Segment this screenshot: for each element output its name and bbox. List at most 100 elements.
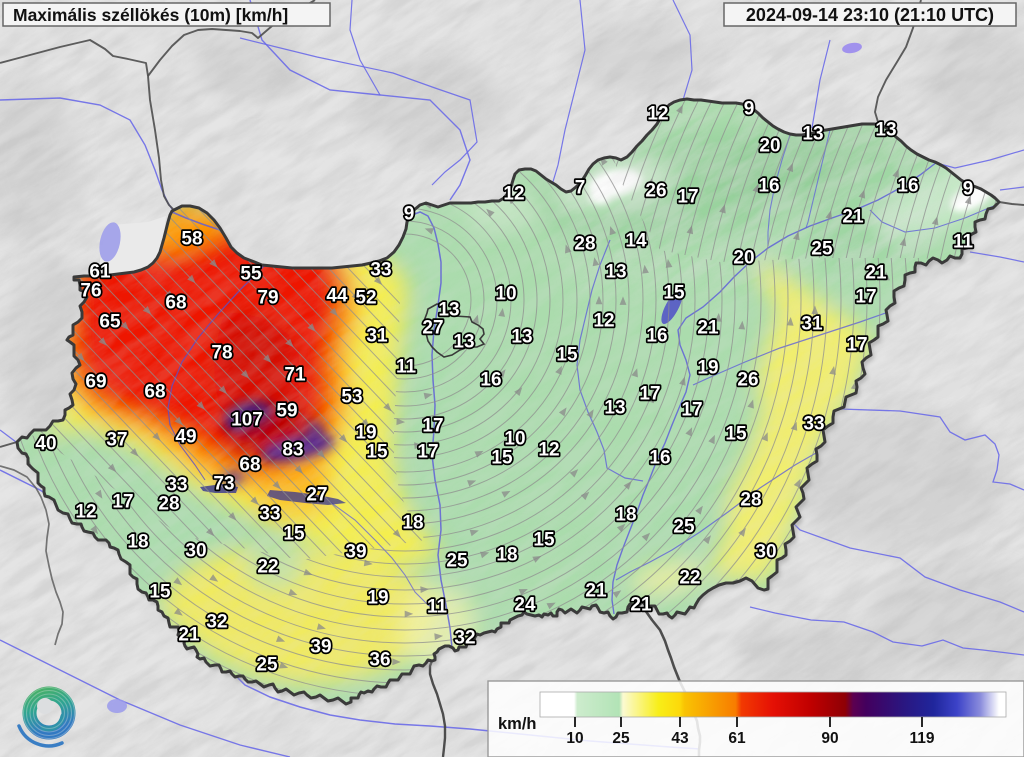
svg-text:32: 32 — [454, 628, 475, 649]
svg-text:59: 59 — [276, 401, 297, 422]
svg-text:71: 71 — [284, 365, 306, 386]
svg-text:18: 18 — [402, 513, 423, 534]
svg-text:26: 26 — [645, 181, 666, 202]
svg-text:10: 10 — [566, 730, 583, 747]
svg-text:15: 15 — [366, 442, 388, 463]
svg-text:17: 17 — [417, 442, 438, 463]
svg-text:61: 61 — [728, 730, 746, 747]
svg-text:44: 44 — [326, 286, 348, 307]
svg-text:7: 7 — [575, 178, 586, 199]
svg-text:10: 10 — [495, 284, 516, 305]
svg-text:20: 20 — [759, 136, 780, 157]
svg-text:16: 16 — [758, 176, 779, 197]
svg-text:15: 15 — [663, 283, 685, 304]
svg-text:53: 53 — [341, 387, 362, 408]
svg-text:17: 17 — [846, 335, 867, 356]
svg-text:12: 12 — [503, 184, 524, 205]
svg-text:13: 13 — [802, 124, 823, 145]
svg-text:Maximális széllökés (10m) [km/: Maximális széllökés (10m) [km/h] — [13, 5, 288, 25]
svg-text:22: 22 — [679, 568, 700, 589]
svg-text:25: 25 — [612, 730, 630, 747]
svg-text:17: 17 — [112, 492, 133, 513]
svg-text:52: 52 — [355, 288, 376, 309]
svg-text:13: 13 — [875, 120, 896, 141]
svg-text:15: 15 — [491, 448, 513, 469]
svg-text:13: 13 — [604, 398, 625, 419]
svg-text:119: 119 — [909, 730, 934, 747]
svg-text:19: 19 — [367, 588, 388, 609]
svg-text:17: 17 — [681, 400, 702, 421]
svg-text:13: 13 — [453, 332, 474, 353]
svg-text:17: 17 — [422, 416, 443, 437]
svg-text:16: 16 — [646, 326, 667, 347]
svg-text:15: 15 — [533, 530, 555, 551]
svg-text:79: 79 — [257, 288, 278, 309]
svg-text:16: 16 — [480, 370, 501, 391]
svg-text:20: 20 — [733, 248, 754, 269]
svg-text:32: 32 — [206, 612, 227, 633]
svg-text:km/h: km/h — [498, 715, 537, 733]
svg-text:19: 19 — [355, 423, 376, 444]
svg-text:22: 22 — [257, 557, 278, 578]
svg-text:12: 12 — [538, 440, 559, 461]
svg-text:15: 15 — [149, 582, 171, 603]
svg-text:65: 65 — [99, 312, 121, 333]
svg-text:39: 39 — [310, 637, 331, 658]
svg-text:18: 18 — [615, 505, 636, 526]
svg-text:21: 21 — [865, 263, 887, 284]
svg-text:68: 68 — [239, 455, 260, 476]
svg-text:13: 13 — [511, 327, 532, 348]
svg-text:31: 31 — [801, 314, 823, 335]
svg-text:13: 13 — [605, 262, 626, 283]
svg-text:18: 18 — [127, 532, 148, 553]
svg-text:73: 73 — [213, 474, 234, 495]
svg-text:58: 58 — [181, 229, 202, 250]
svg-text:13: 13 — [438, 300, 459, 321]
svg-text:68: 68 — [165, 293, 186, 314]
svg-text:17: 17 — [639, 384, 660, 405]
svg-text:21: 21 — [178, 625, 200, 646]
svg-text:26: 26 — [737, 370, 758, 391]
svg-text:16: 16 — [897, 176, 918, 197]
svg-text:78: 78 — [211, 343, 232, 364]
svg-text:17: 17 — [855, 287, 876, 308]
svg-text:33: 33 — [370, 260, 391, 281]
svg-text:28: 28 — [574, 234, 595, 255]
svg-text:40: 40 — [35, 434, 56, 455]
svg-text:61: 61 — [89, 262, 111, 283]
svg-text:49: 49 — [175, 427, 196, 448]
svg-text:21: 21 — [585, 581, 607, 602]
svg-text:15: 15 — [283, 524, 305, 545]
svg-text:25: 25 — [811, 239, 833, 260]
svg-text:24: 24 — [514, 595, 536, 616]
svg-text:28: 28 — [740, 490, 761, 511]
svg-text:11: 11 — [953, 232, 974, 253]
svg-text:107: 107 — [231, 410, 263, 431]
svg-text:11: 11 — [396, 357, 417, 378]
svg-text:9: 9 — [404, 204, 415, 225]
svg-text:11: 11 — [427, 597, 448, 618]
svg-text:33: 33 — [166, 475, 187, 496]
svg-text:31: 31 — [366, 326, 388, 347]
svg-text:83: 83 — [282, 440, 303, 461]
svg-text:69: 69 — [85, 372, 106, 393]
svg-text:14: 14 — [625, 231, 647, 252]
svg-text:16: 16 — [649, 448, 670, 469]
svg-text:30: 30 — [185, 541, 206, 562]
svg-text:12: 12 — [75, 502, 96, 523]
svg-text:36: 36 — [369, 650, 390, 671]
svg-text:12: 12 — [647, 104, 668, 125]
svg-text:18: 18 — [496, 545, 517, 566]
svg-text:2024-09-14 23:10 (21:10 UTC): 2024-09-14 23:10 (21:10 UTC) — [746, 5, 994, 25]
svg-text:39: 39 — [345, 542, 366, 563]
svg-text:17: 17 — [677, 187, 698, 208]
svg-text:21: 21 — [842, 207, 864, 228]
svg-text:27: 27 — [306, 485, 327, 506]
svg-text:12: 12 — [593, 311, 614, 332]
svg-text:55: 55 — [240, 264, 262, 285]
svg-text:43: 43 — [671, 730, 689, 747]
svg-text:15: 15 — [725, 424, 747, 445]
svg-text:30: 30 — [755, 542, 776, 563]
svg-text:25: 25 — [446, 551, 468, 572]
svg-text:76: 76 — [80, 281, 101, 302]
